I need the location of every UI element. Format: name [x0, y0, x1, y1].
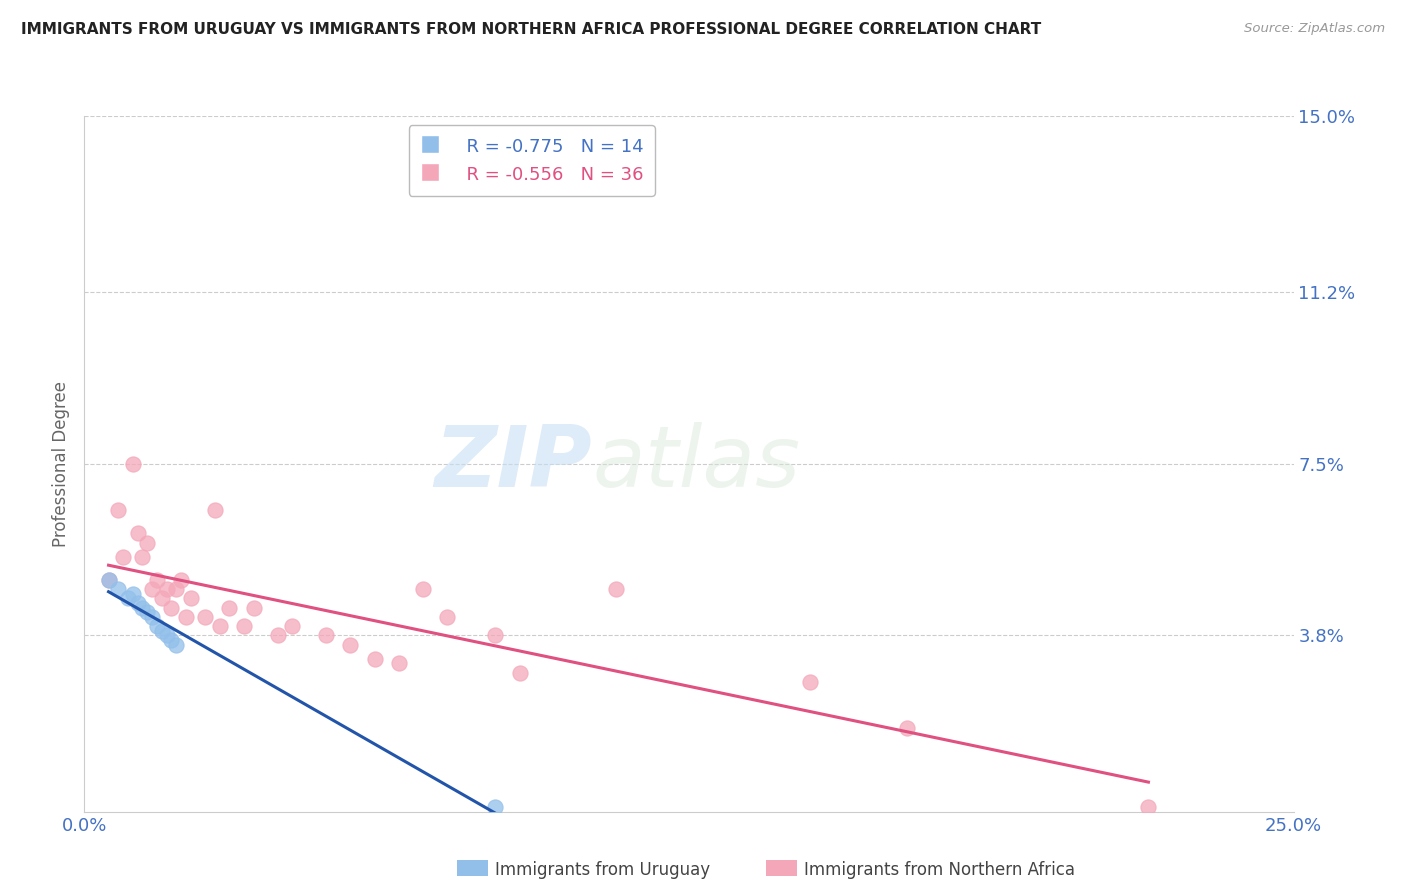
- Point: [363, 651, 385, 665]
- Point: [146, 619, 169, 633]
- Point: [174, 610, 197, 624]
- Point: [107, 503, 129, 517]
- Point: [267, 628, 290, 642]
- Legend:   R = -0.775   N = 14,   R = -0.556   N = 36: R = -0.775 N = 14, R = -0.556 N = 36: [409, 125, 655, 195]
- Point: [233, 619, 256, 633]
- Point: [281, 619, 304, 633]
- Point: [165, 582, 187, 596]
- Point: [896, 721, 918, 735]
- Point: [388, 657, 411, 671]
- Point: [131, 549, 153, 564]
- Point: [97, 573, 120, 587]
- Point: [127, 596, 149, 610]
- Point: [141, 582, 163, 596]
- Point: [121, 587, 143, 601]
- Point: [436, 610, 458, 624]
- Point: [150, 624, 173, 638]
- Point: [165, 638, 187, 652]
- Text: IMMIGRANTS FROM URUGUAY VS IMMIGRANTS FROM NORTHERN AFRICA PROFESSIONAL DEGREE C: IMMIGRANTS FROM URUGUAY VS IMMIGRANTS FR…: [21, 22, 1042, 37]
- Point: [799, 674, 821, 689]
- Point: [412, 582, 434, 596]
- Point: [509, 665, 531, 680]
- Point: [160, 600, 183, 615]
- Point: [155, 582, 177, 596]
- Point: [315, 628, 337, 642]
- Point: [180, 591, 202, 606]
- Point: [107, 582, 129, 596]
- Point: [136, 535, 159, 549]
- Y-axis label: Professional Degree: Professional Degree: [52, 381, 70, 547]
- Point: [218, 600, 240, 615]
- Point: [112, 549, 135, 564]
- Point: [150, 591, 173, 606]
- Point: [484, 800, 506, 814]
- Point: [155, 628, 177, 642]
- Point: [127, 526, 149, 541]
- Point: [242, 600, 264, 615]
- Point: [117, 591, 139, 606]
- Text: Immigrants from Northern Africa: Immigrants from Northern Africa: [804, 861, 1076, 879]
- Text: Source: ZipAtlas.com: Source: ZipAtlas.com: [1244, 22, 1385, 36]
- Point: [204, 503, 226, 517]
- Text: Immigrants from Uruguay: Immigrants from Uruguay: [495, 861, 710, 879]
- Point: [339, 638, 361, 652]
- Point: [605, 582, 627, 596]
- Point: [484, 628, 506, 642]
- Point: [121, 457, 143, 471]
- Text: ZIP: ZIP: [434, 422, 592, 506]
- Point: [141, 610, 163, 624]
- Point: [146, 573, 169, 587]
- Point: [170, 573, 193, 587]
- Point: [194, 610, 217, 624]
- Point: [208, 619, 231, 633]
- Point: [160, 633, 183, 648]
- Point: [1137, 800, 1160, 814]
- Text: atlas: atlas: [592, 422, 800, 506]
- Point: [131, 600, 153, 615]
- Point: [97, 573, 120, 587]
- Point: [136, 605, 159, 619]
